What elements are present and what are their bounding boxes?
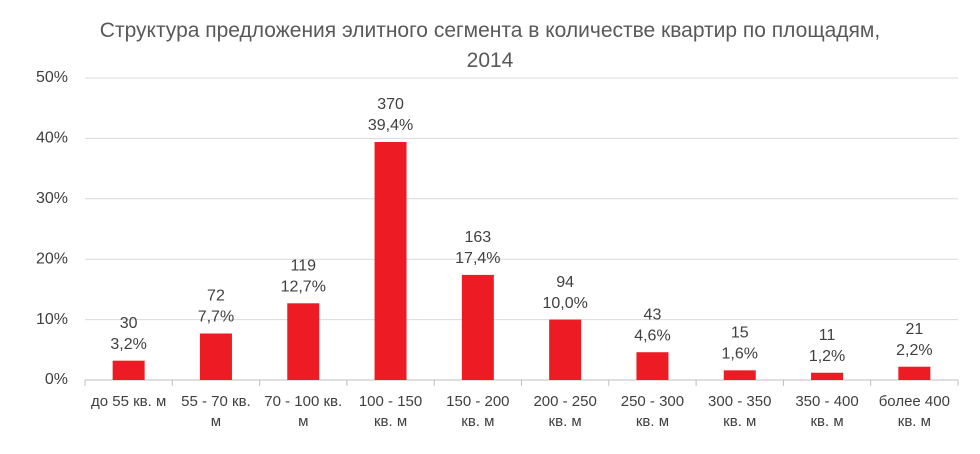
bar [636, 352, 669, 380]
count-label: 370 [377, 96, 404, 113]
bar [549, 319, 582, 380]
x-tick-label: 250 - 300 кв. м [620, 393, 685, 430]
bar [461, 274, 494, 380]
data-label: 12,7% [281, 279, 326, 296]
x-tick-label: 100 - 150 кв. м [358, 393, 423, 430]
count-label: 15 [731, 325, 749, 342]
data-label: 4,6% [634, 327, 670, 344]
bar [112, 360, 145, 380]
x-tick-label: 300 - 350 кв. м [708, 393, 772, 430]
data-label: 39,4% [368, 117, 413, 134]
x-tick-label: 350 - 400 кв. м [795, 393, 859, 430]
count-label: 43 [644, 306, 662, 323]
count-label: 72 [207, 288, 225, 305]
bar [811, 372, 844, 380]
x-tick-label: 200 - 250 кв. м [533, 393, 597, 430]
bar [287, 303, 320, 380]
data-label: 1,6% [722, 346, 758, 363]
count-label: 11 [819, 327, 836, 344]
bar [723, 370, 756, 380]
bar [374, 142, 407, 380]
x-tick-label: до 55 кв. м [90, 393, 167, 410]
y-tick-label: 40% [36, 130, 68, 147]
x-tick-label: 55 - 70 кв. м [181, 393, 251, 430]
count-label: 94 [556, 274, 574, 291]
count-label: 21 [905, 321, 923, 338]
x-tick-label: 70 - 100 кв. м [264, 393, 343, 430]
x-tick-label: 150 - 200 кв. м [446, 393, 510, 430]
chart-title: Структура предложения элитного сегмента … [99, 19, 881, 72]
count-label: 163 [464, 229, 491, 246]
bar [199, 333, 232, 380]
data-label: 1,2% [809, 348, 845, 365]
y-tick-label: 50% [36, 69, 68, 86]
data-label: 17,4% [455, 250, 500, 267]
count-label: 119 [290, 258, 316, 275]
data-label: 7,7% [198, 309, 234, 326]
bar [898, 366, 931, 380]
y-tick-label: 30% [36, 190, 68, 207]
y-tick-label: 0% [45, 371, 68, 388]
data-label: 2,2% [896, 342, 932, 359]
data-label: 3,2% [110, 336, 146, 353]
x-tick-label: более 400 кв. м [878, 393, 950, 430]
y-tick-label: 20% [36, 250, 68, 267]
y-tick-label: 10% [36, 311, 68, 328]
data-label: 10,0% [542, 295, 587, 312]
count-label: 30 [120, 315, 138, 332]
